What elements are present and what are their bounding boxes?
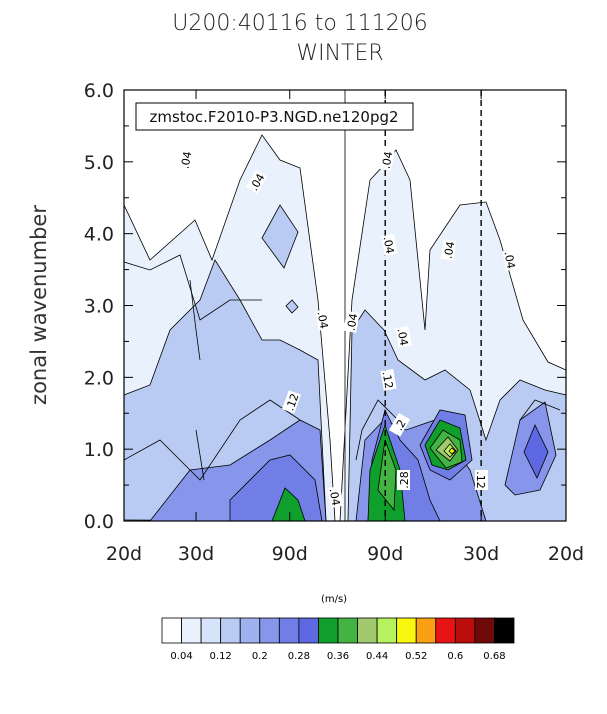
contour-labels: .04.04.04.04.04.04.04.04.04.04.12.12.12.… xyxy=(177,148,519,508)
colorbar-label-5: 0.44 xyxy=(366,651,388,662)
contour-label-11: .12 xyxy=(380,368,397,391)
contour-label-5: .04 xyxy=(381,233,398,256)
contour-lines xyxy=(123,254,561,481)
colorbar-label-2: 0.2 xyxy=(252,651,268,662)
axis-ticks xyxy=(123,89,567,522)
contour-label-2: .04 xyxy=(315,308,332,331)
y-tick-label-6: 6.0 xyxy=(84,80,114,102)
contour-region-15 xyxy=(377,439,397,512)
svg-text:.12: .12 xyxy=(474,471,487,489)
contour-label-3: .04 xyxy=(343,310,361,333)
colorbar-box-6 xyxy=(278,617,300,644)
svg-text:.12: .12 xyxy=(380,370,396,389)
colorbar-box-7 xyxy=(298,617,319,644)
contour-line-3 xyxy=(123,399,301,481)
svg-text:.04: .04 xyxy=(315,310,331,329)
colorbar-box-15 xyxy=(454,617,476,644)
svg-text:.28: .28 xyxy=(398,471,411,489)
contour-line-1 xyxy=(189,279,201,361)
colorbar xyxy=(161,617,515,644)
contour-label-6: .04 xyxy=(395,325,412,348)
colorbar-box-10 xyxy=(357,617,378,644)
colorbar-box-16 xyxy=(474,617,495,644)
colorbar-box-3 xyxy=(220,617,241,644)
svg-text:.04: .04 xyxy=(381,235,397,254)
svg-text:.04: .04 xyxy=(502,250,518,269)
y-tick-label-1: 1.0 xyxy=(84,439,114,461)
colorbar-box-2 xyxy=(200,617,222,644)
x-tick-label-3: 90d xyxy=(367,543,403,565)
colorbar-label-7: 0.6 xyxy=(447,651,463,662)
colorbar-label-3: 0.28 xyxy=(288,651,310,662)
contour-label-9: .04 xyxy=(327,485,344,508)
contour-label-4: .04 xyxy=(378,148,396,171)
contour-region-11 xyxy=(523,424,549,479)
x-tick-label-2: 90d xyxy=(272,543,308,565)
y-tick-labels: 0.0 1.0 2.0 3.0 4.0 5.0 6.0 xyxy=(84,80,114,533)
colorbar-box-13 xyxy=(415,617,437,644)
y-tick-label-0: 0.0 xyxy=(84,511,114,533)
colorbar-box-5 xyxy=(259,617,280,644)
annotation: zmstoc.F2010-P3.NGD.ne120pg2 xyxy=(135,102,414,131)
svg-text:.04: .04 xyxy=(179,150,195,169)
colorbar-box-1 xyxy=(181,617,202,644)
contour-label-7: .04 xyxy=(440,238,458,261)
colorbar-label-6: 0.52 xyxy=(405,651,427,662)
colorbar-box-9 xyxy=(337,617,358,644)
colorbar-title: (m/s) xyxy=(321,594,347,605)
contour-label-13: .2 xyxy=(388,412,411,437)
svg-text:.04: .04 xyxy=(345,312,361,331)
colorbar-box-4 xyxy=(239,617,261,644)
x-tick-labels: 20d 30d 90d 90d 30d 20d xyxy=(106,543,584,565)
chart-title: U200:40116 to 111206 xyxy=(172,11,428,36)
y-tick-label-4: 4.0 xyxy=(84,224,114,246)
contour-label-10: .12 xyxy=(282,390,302,414)
colorbar-box-8 xyxy=(318,617,339,644)
contour-region-3 xyxy=(261,204,299,269)
y-tick-label-3: 3.0 xyxy=(84,296,114,318)
y-tick-label-2: 2.0 xyxy=(84,367,114,389)
x-tick-label-1: 30d xyxy=(178,543,214,565)
contour-region-4 xyxy=(285,299,299,314)
colorbar-box-14 xyxy=(435,617,456,644)
colorbar-label-4: 0.36 xyxy=(327,651,349,662)
colorbar-box-12 xyxy=(396,617,417,644)
svg-text:.04: .04 xyxy=(395,327,411,346)
contour-line-2 xyxy=(195,429,205,481)
colorbar-box-0 xyxy=(161,617,182,644)
annotation-box xyxy=(135,102,414,131)
contour-label-8: .04 xyxy=(502,248,519,271)
y-axis-label: zonal wavenumber xyxy=(27,205,51,405)
colorbar-label-0: 0.04 xyxy=(170,651,192,662)
svg-text:.12: .12 xyxy=(283,392,301,413)
chart-subtitle: WINTER xyxy=(296,41,383,66)
colorbar-box-17 xyxy=(494,617,515,644)
annotation-text: zmstoc.F2010-P3.NGD.ne120pg2 xyxy=(149,108,398,126)
x-tick-label-4: 30d xyxy=(463,543,499,565)
contour-line-5 xyxy=(355,399,399,461)
colorbar-labels: 0.04 0.12 0.2 0.28 0.36 0.44 0.52 0.6 0.68 xyxy=(170,651,505,662)
x-tick-label-0: 20d xyxy=(106,543,142,565)
svg-text:.04: .04 xyxy=(380,150,396,169)
plot-area: .04.04.04.04.04.04.04.04.04.04.12.12.12.… xyxy=(123,89,567,522)
colorbar-label-8: 0.68 xyxy=(483,651,505,662)
contour-line-0 xyxy=(123,254,262,321)
contour-label-0: .04 xyxy=(177,148,195,171)
svg-text:.04: .04 xyxy=(327,487,343,506)
contour-label-14: .28 xyxy=(397,470,411,490)
colorbar-box-11 xyxy=(376,617,398,644)
svg-text:.04: .04 xyxy=(442,240,458,259)
contour-region-19 xyxy=(448,447,456,455)
colorbar-label-1: 0.12 xyxy=(210,651,232,662)
contour-line-4 xyxy=(519,399,561,421)
x-tick-label-5: 20d xyxy=(548,543,584,565)
contour-label-12: .12 xyxy=(474,470,488,490)
y-tick-label-5: 5.0 xyxy=(84,152,114,174)
